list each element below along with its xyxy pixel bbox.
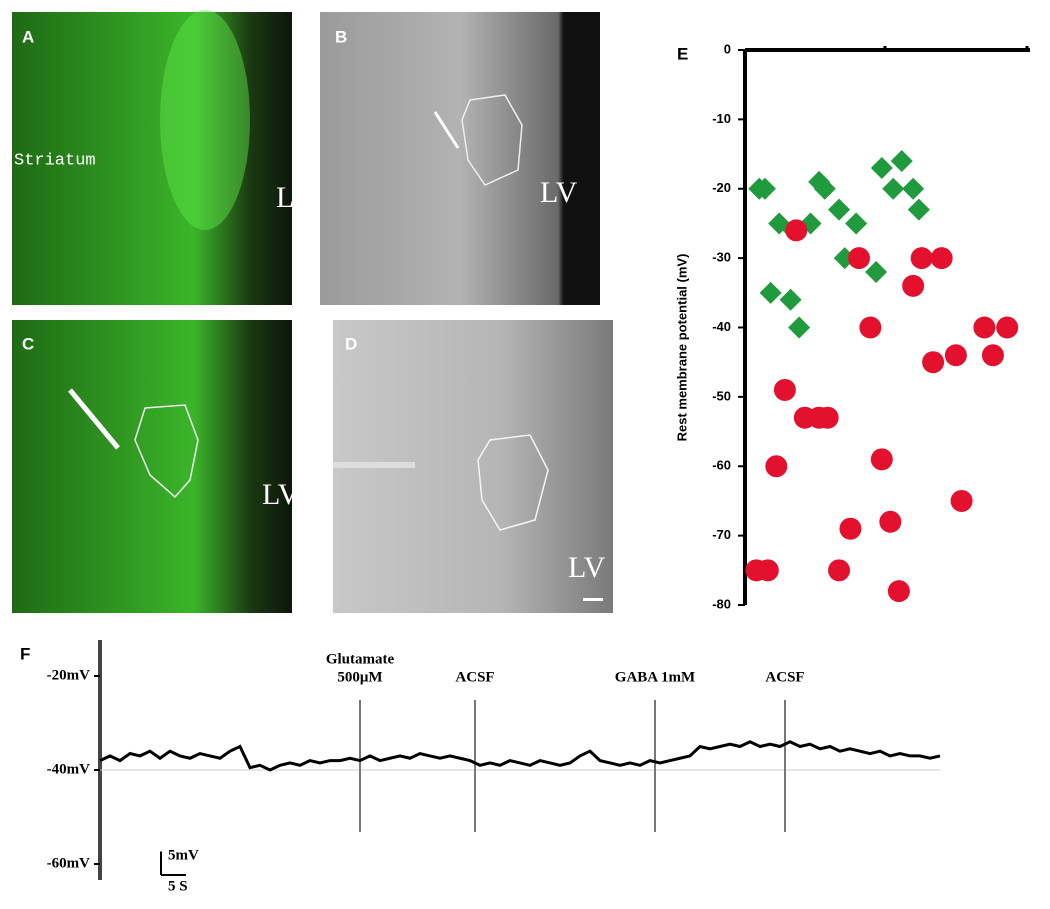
y-tick-label: -70 (712, 527, 731, 542)
annotation: GABA 1mM (615, 669, 695, 685)
cell-outline (461, 94, 523, 186)
point (870, 448, 893, 471)
region-label: LV (568, 551, 606, 584)
point (882, 177, 905, 200)
region-label: Striatum (14, 151, 96, 170)
point (839, 517, 862, 540)
point (870, 156, 893, 179)
point (890, 150, 913, 172)
point (813, 177, 836, 200)
point (944, 344, 967, 367)
point (765, 455, 788, 478)
y-tick-label: -30 (712, 250, 731, 265)
region-label: LV (540, 176, 578, 209)
region-label: LV (262, 478, 300, 511)
cell-outline (477, 434, 549, 531)
y-tick-label: -50 (712, 388, 731, 403)
point (973, 316, 996, 339)
panel-c: C LV (12, 320, 300, 613)
region-label: LV (276, 181, 314, 214)
panel-label: C (22, 334, 34, 353)
image (12, 320, 292, 613)
y-tick-label: -80 (712, 596, 731, 611)
point (902, 177, 925, 200)
arrow (433, 111, 460, 149)
point (828, 559, 851, 582)
point (981, 344, 1004, 367)
y-tick-label: 0 (724, 41, 731, 56)
point (879, 510, 902, 533)
point (753, 177, 776, 200)
point (785, 219, 808, 242)
scale-label: 5mV (168, 847, 199, 863)
point (950, 489, 973, 512)
panel-a: A Striatum LV (12, 10, 314, 305)
y-tick-label: -40mV (47, 761, 90, 777)
panel-label: B (335, 27, 347, 46)
point (828, 198, 851, 221)
y-tick-label: -40 (712, 319, 731, 334)
point (773, 378, 796, 401)
point (902, 274, 925, 297)
point (759, 281, 782, 304)
y-tick-label: -60 (712, 458, 731, 473)
annotation: ACSF (455, 669, 494, 685)
y-tick-label: -20 (712, 180, 731, 195)
panel-d: D LV (333, 320, 613, 613)
point (859, 316, 882, 339)
y-axis-label: Rest membrane potential (mV) (674, 254, 689, 442)
scale-bar (583, 598, 603, 601)
point (996, 316, 1019, 339)
panel-label: D (345, 334, 357, 353)
arrow (68, 388, 120, 450)
point (816, 406, 839, 429)
point (930, 247, 953, 270)
point (845, 212, 868, 235)
point (910, 247, 933, 270)
cell-outline (134, 404, 199, 499)
y-tick-label: -10 (712, 111, 731, 126)
annotation: ACSF (765, 669, 804, 685)
point (865, 261, 888, 283)
panel-label: A (22, 27, 34, 46)
annotation: 500μM (337, 669, 382, 685)
panel-b: B LV (320, 12, 600, 305)
point (788, 316, 811, 339)
annotation: Glutamate (326, 651, 395, 667)
point (887, 580, 910, 603)
y-tick-label: -20mV (47, 667, 90, 683)
scale-label: 5 S (168, 878, 188, 894)
y-tick-label: -60mV (47, 855, 90, 871)
panel-label: E (677, 44, 688, 63)
point (848, 247, 870, 270)
panel-label: F (20, 644, 30, 663)
point (779, 288, 802, 311)
image-detail (160, 10, 250, 230)
point (922, 351, 945, 374)
point (907, 198, 930, 221)
image (12, 12, 292, 305)
trace (99, 740, 941, 772)
point (756, 559, 779, 582)
image (320, 12, 600, 305)
